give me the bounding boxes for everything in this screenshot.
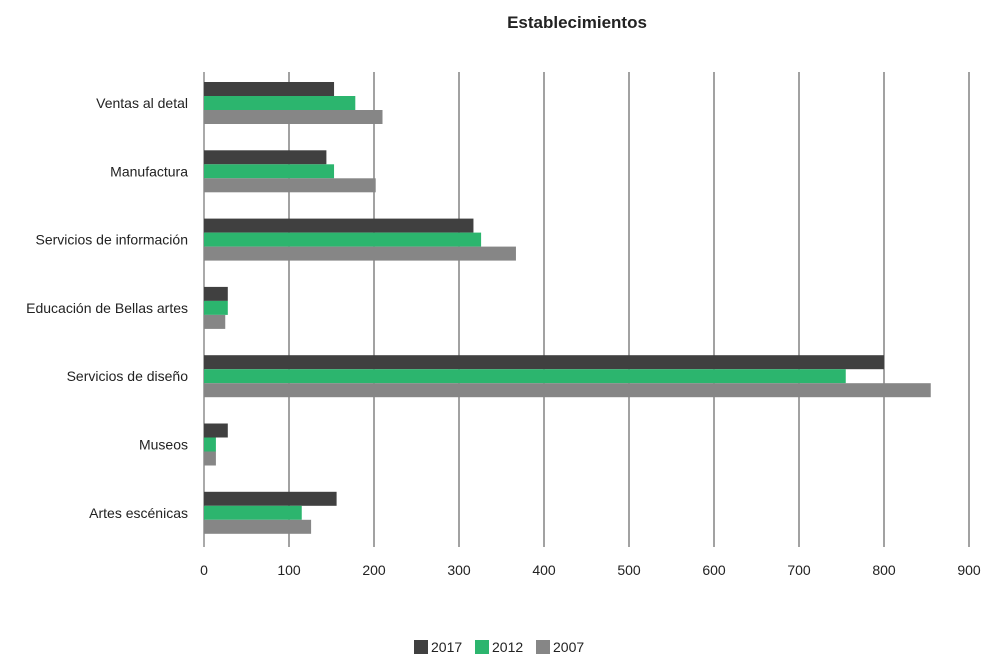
category-label: Servicios de diseño: [67, 368, 189, 384]
category-labels: Ventas al detal Manufactura Servicios de i…: [26, 95, 188, 521]
bar-2017: [204, 286, 228, 301]
bar-2017: [204, 82, 335, 96]
legend: 2017 2012 2007: [414, 639, 584, 655]
chart-title: Establecimientos: [507, 13, 647, 32]
bar-2012: [204, 232, 482, 247]
bar-2012: [204, 369, 846, 384]
legend-swatch: [414, 640, 428, 654]
x-axis-ticks: 0 100 200 300 400 500 600 700 800 900: [200, 562, 981, 578]
bar-2017: [204, 423, 228, 438]
legend-label: 2012: [492, 639, 523, 655]
x-tick-label: 400: [532, 562, 556, 578]
bar-2017: [204, 218, 474, 233]
legend-label: 2007: [553, 639, 584, 655]
x-tick-label: 100: [277, 562, 301, 578]
bar-2012: [204, 96, 356, 110]
x-tick-label: 200: [362, 562, 386, 578]
bar-2012: [204, 437, 216, 452]
x-tick-label: 900: [957, 562, 981, 578]
bar-2012: [204, 164, 335, 179]
bar-2012: [204, 505, 302, 520]
bar-2007: [204, 110, 383, 124]
category-label: Educación de Bellas artes: [26, 300, 188, 316]
x-tick-label: 600: [702, 562, 726, 578]
bar-2017: [204, 150, 327, 165]
x-tick-label: 700: [787, 562, 811, 578]
legend-swatch: [475, 640, 489, 654]
bar-2007: [204, 246, 516, 261]
bar-2007: [204, 519, 312, 534]
category-label: Artes escénicas: [89, 505, 188, 521]
category-label: Museos: [139, 437, 188, 453]
bar-2007: [204, 178, 376, 193]
bar-2012: [204, 300, 228, 315]
bar-2007: [204, 314, 226, 329]
x-tick-label: 800: [872, 562, 896, 578]
legend-swatch: [536, 640, 550, 654]
bar-2017: [204, 491, 337, 506]
category-label: Ventas al detal: [96, 95, 188, 111]
x-tick-label: 500: [617, 562, 641, 578]
category-label: Servicios de información: [35, 232, 188, 248]
x-tick-label: 0: [200, 562, 208, 578]
bar-2017: [204, 355, 884, 370]
legend-label: 2017: [431, 639, 462, 655]
gridlines: [203, 72, 970, 547]
bars: [204, 82, 931, 534]
bar-2007: [204, 451, 216, 466]
x-tick-label: 300: [447, 562, 471, 578]
category-label: Manufactura: [110, 163, 188, 179]
bar-2007: [204, 383, 931, 398]
